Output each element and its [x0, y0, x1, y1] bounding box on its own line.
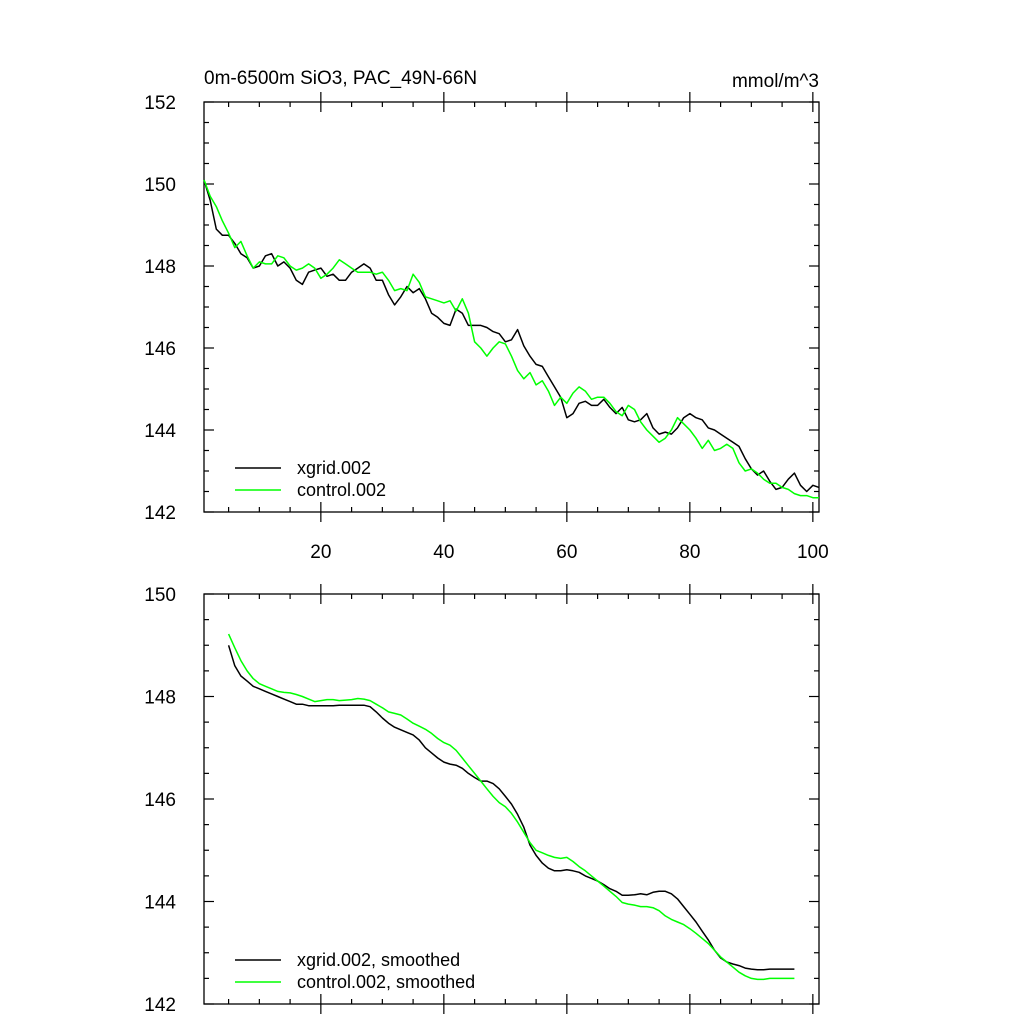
bottom-panel: 142 144 146 148 150 xgrid.002, smoothed cont…	[144, 584, 820, 1016]
top-chart-title: 0m-6500m SiO3, PAC_49N-66N	[204, 68, 477, 89]
top-ytick-label: 150	[144, 175, 176, 196]
top-xtick-label: 40	[433, 542, 454, 563]
top-ytick-label: 148	[144, 257, 176, 278]
top-xtick-label: 20	[310, 542, 331, 563]
top-ytick-label: 144	[144, 421, 176, 442]
bottom-legend: xgrid.002, smoothed control.002, smoothe…	[235, 950, 475, 992]
bottom-series-line-xgrid	[227, 645, 795, 971]
bottom-plot-frame	[203, 593, 820, 1005]
top-ytick-label: 146	[144, 339, 176, 360]
top-legend-label-xgrid: xgrid.002	[297, 458, 371, 478]
top-series-line-control	[203, 179, 819, 499]
bottom-ytick-label: 148	[144, 688, 176, 709]
top-plot-frame	[203, 101, 820, 513]
top-chart-units: mmol/m^3	[732, 71, 819, 92]
top-legend: xgrid.002 control.002	[235, 458, 386, 500]
bottom-ytick-label: 146	[144, 790, 176, 811]
bottom-series-line-control	[227, 633, 795, 981]
top-xtick-label: 60	[556, 542, 577, 563]
top-ytick-label: 142	[144, 503, 176, 524]
top-xtick-label: 100	[797, 542, 829, 563]
top-series-line-xgrid	[203, 179, 820, 493]
top-xtick-label: 80	[679, 542, 700, 563]
bottom-ytick-label: 150	[144, 585, 176, 606]
top-ytick-label: 152	[144, 93, 176, 114]
bottom-legend-label-control: control.002, smoothed	[297, 972, 475, 992]
bottom-ytick-label: 144	[144, 893, 176, 914]
bottom-legend-label-xgrid: xgrid.002, smoothed	[297, 950, 460, 970]
bottom-ytick-label: 142	[144, 995, 176, 1016]
top-legend-label-control: control.002	[297, 480, 386, 500]
top-panel: 0m-6500m SiO3, PAC_49N-66N mmol/m^3 142 1…	[144, 68, 828, 563]
